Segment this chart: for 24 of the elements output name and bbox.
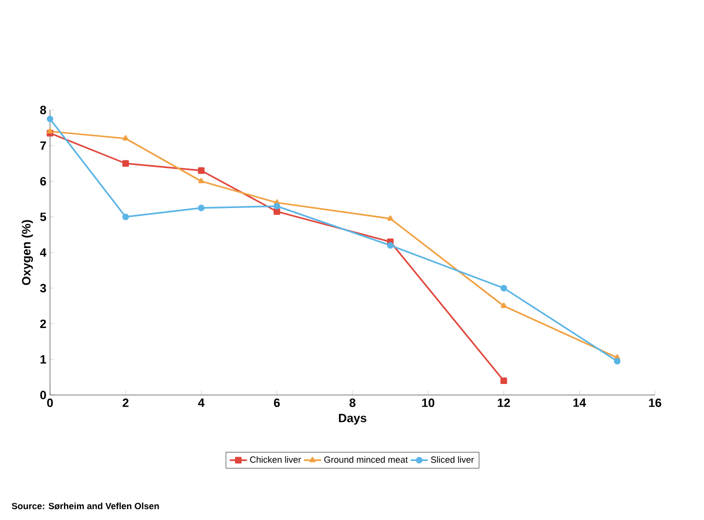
x-tick-label: 0 bbox=[47, 398, 53, 408]
x-axis-title: Days bbox=[338, 414, 366, 425]
y-tick-label: 6 bbox=[40, 177, 46, 186]
y-tick-label: 7 bbox=[40, 142, 46, 150]
source-note: Source: Sørheim and Veflen Olsen bbox=[12, 502, 159, 510]
y-tick-label: 2 bbox=[40, 320, 46, 328]
legend-label: Ground minced meat bbox=[324, 456, 408, 463]
x-tick-label: 12 bbox=[498, 398, 510, 407]
x-tick-label: 4 bbox=[198, 398, 205, 407]
y-tick-label: 5 bbox=[40, 212, 46, 222]
y-axis-title: Oxygen (%) bbox=[22, 220, 33, 286]
x-tick-label: 6 bbox=[274, 398, 280, 408]
y-tick-label: 1 bbox=[40, 355, 46, 364]
legend-label: Chicken liver bbox=[250, 456, 301, 463]
x-tick-label: 8 bbox=[350, 398, 356, 408]
y-tick-label: 4 bbox=[40, 248, 46, 257]
y-tick-label: 3 bbox=[40, 284, 46, 292]
x-tick-label: 14 bbox=[573, 398, 586, 407]
x-tick-label: 10 bbox=[422, 398, 434, 408]
legend-label: Sliced liver bbox=[430, 456, 474, 463]
x-tick-label: 16 bbox=[649, 398, 662, 408]
y-tick-label: 0 bbox=[40, 390, 46, 400]
x-tick-label: 2 bbox=[122, 398, 128, 407]
y-tick-label: 8 bbox=[40, 106, 46, 114]
